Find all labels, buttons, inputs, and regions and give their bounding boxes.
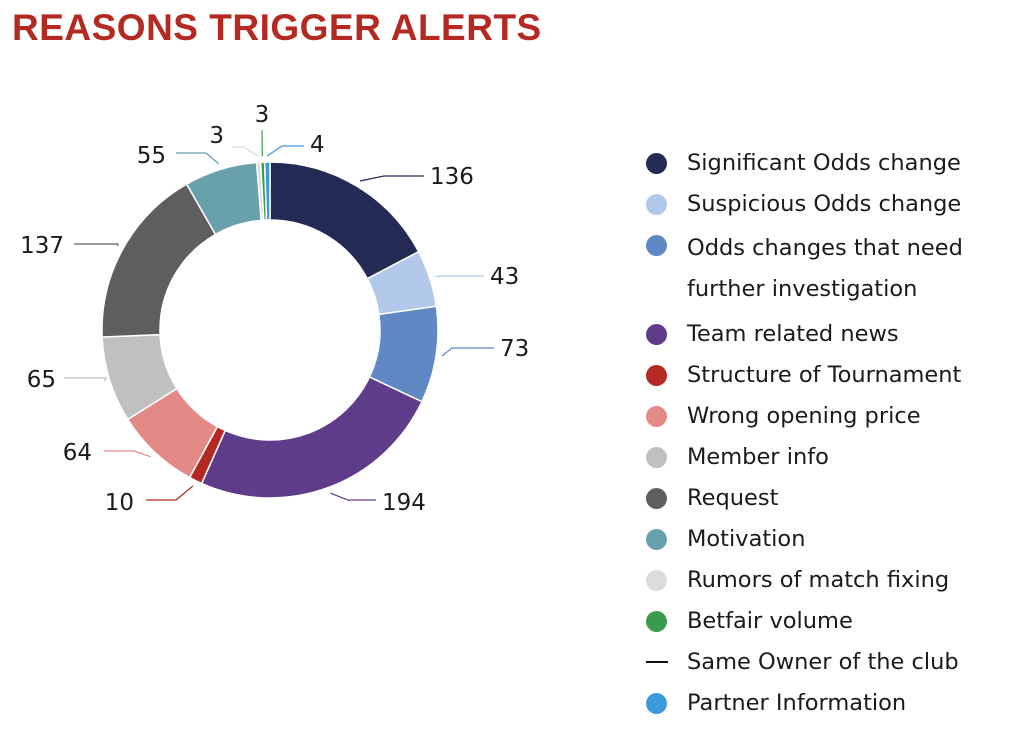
legend-swatch-5 <box>646 406 667 427</box>
leader-line-6 <box>64 377 108 382</box>
legend-swatch-1 <box>646 194 667 215</box>
legend-label-6: Member info <box>687 444 829 470</box>
legend-item-5: Wrong opening price <box>646 399 1016 433</box>
leader-line-0 <box>359 175 424 182</box>
legend-swatch-3 <box>646 324 667 345</box>
legend-label-12: Partner Information <box>687 690 907 716</box>
legend-item-8: Motivation <box>646 522 1016 556</box>
data-label-2: 73 <box>500 336 529 362</box>
slice-7 <box>101 183 217 338</box>
legend-label-0: Significant Odds change <box>687 150 961 176</box>
legend-label-3: Team related news <box>687 321 899 347</box>
legend-item-1: Suspicious Odds change <box>646 187 1016 221</box>
data-label-12: 4 <box>310 132 325 158</box>
legend-swatch-8 <box>646 529 667 550</box>
legend-item-10: Betfair volume <box>646 604 1016 638</box>
legend-item-0: Significant Odds change <box>646 146 1016 180</box>
data-label-0: 136 <box>430 164 474 190</box>
legend-label-1: Suspicious Odds change <box>687 191 962 217</box>
legend-swatch-11 <box>646 661 668 663</box>
legend-item-9: Rumors of match fixing <box>646 563 1016 597</box>
data-label-6: 65 <box>27 367 56 393</box>
legend-label-7: Request <box>687 485 779 511</box>
legend-swatch-2 <box>646 235 667 256</box>
legend-label-9: Rumors of match fixing <box>687 567 950 593</box>
legend-item-2: Odds changes that need further investiga… <box>646 228 1016 310</box>
legend-swatch-4 <box>646 365 667 386</box>
chart-title: REASONS TRIGGER ALERTS <box>12 7 542 48</box>
legend-swatch-12 <box>646 693 667 714</box>
legend-label-11: Same Owner of the club <box>687 649 959 675</box>
leader-line-4 <box>146 485 194 501</box>
slice-0 <box>269 161 420 280</box>
legend-item-6: Member info <box>646 440 1016 474</box>
data-label-3: 194 <box>382 490 426 516</box>
legend-swatch-6 <box>646 447 667 468</box>
legend-item-3: Team related news <box>646 317 1016 351</box>
data-label-1: 43 <box>490 264 519 290</box>
legend-item-4: Structure of Tournament <box>646 358 1016 392</box>
leader-line-2 <box>441 347 494 357</box>
donut-chart: 136 43 73 194 10 64 65 137 55 3 3 4 <box>20 102 529 516</box>
slice-12 <box>263 161 271 221</box>
legend-label-8: Motivation <box>687 526 806 552</box>
legend-item-7: Request <box>646 481 1016 515</box>
leader-line-9 <box>232 146 259 157</box>
legend-item-11: Same Owner of the club <box>646 645 1016 679</box>
leader-line-8 <box>176 152 220 165</box>
data-label-8: 55 <box>137 143 166 169</box>
legend-label-2: Odds changes that need further investiga… <box>687 235 963 302</box>
data-label-9: 3 <box>209 123 224 149</box>
slice-3 <box>200 375 423 499</box>
leader-line-3 <box>330 492 376 501</box>
legend-swatch-7 <box>646 488 667 509</box>
leader-line-12 <box>266 145 304 157</box>
data-label-4: 10 <box>105 490 134 516</box>
legend-swatch-10 <box>646 611 667 632</box>
legend-item-12: Partner Information <box>646 686 1016 720</box>
legend-label-5: Wrong opening price <box>687 403 921 429</box>
legend-label-10: Betfair volume <box>687 608 853 634</box>
data-label-7: 137 <box>20 233 64 259</box>
data-label-5: 64 <box>63 440 92 466</box>
data-label-10: 3 <box>255 102 270 128</box>
legend-swatch-9 <box>646 570 667 591</box>
leader-line-5 <box>104 450 152 458</box>
chart-legend: Significant Odds change Suspicious Odds c… <box>646 146 1016 727</box>
legend-label-4: Structure of Tournament <box>687 362 962 388</box>
legend-swatch-0 <box>646 153 667 174</box>
leader-line-7 <box>74 243 119 246</box>
